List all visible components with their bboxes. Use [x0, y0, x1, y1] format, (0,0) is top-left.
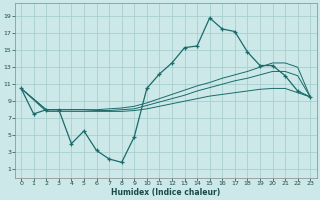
X-axis label: Humidex (Indice chaleur): Humidex (Indice chaleur) — [111, 188, 220, 197]
